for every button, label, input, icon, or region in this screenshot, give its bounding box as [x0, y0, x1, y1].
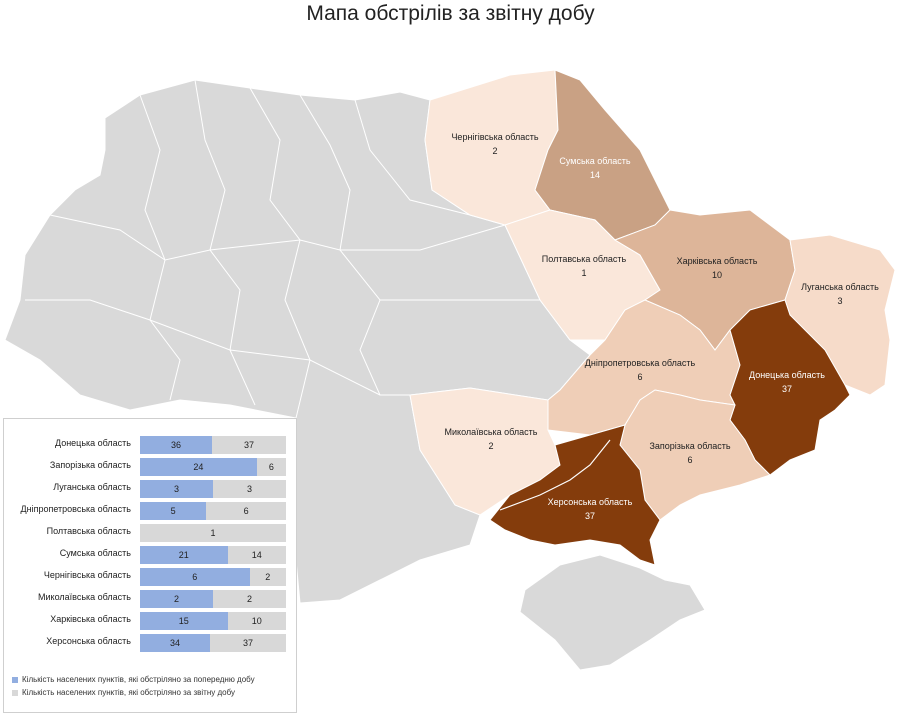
bar-reporting-day: 6	[256, 458, 286, 476]
chart-category-label: Харківська область	[50, 614, 131, 624]
chart-bar-stack: 1	[140, 524, 286, 542]
chart-row: Херсонська область 34 37	[4, 633, 296, 653]
map-region-label: Харківська область	[677, 256, 758, 266]
chart-bar-stack: 21 14	[140, 546, 286, 564]
bar-previous-day: 21	[140, 546, 228, 564]
region-kherson	[489, 424, 661, 566]
map-region-label: Сумська область	[559, 156, 631, 166]
bar-reporting-day: 1	[140, 524, 286, 542]
chart-row: Луганська область 3 3	[4, 479, 296, 499]
bar-chart-panel: Донецька область 36 37 Запорізька область 24…	[3, 418, 297, 713]
bar-previous-day: 5	[140, 502, 207, 520]
chart-category-label: Запорізька область	[49, 460, 131, 470]
map-region-value: 2	[488, 441, 493, 451]
map-region-label: Луганська область	[801, 282, 879, 292]
dnipro-river	[499, 439, 611, 511]
map-region-value: 6	[687, 455, 692, 465]
map-title: Мапа обстрілів за звітну добу	[306, 2, 595, 25]
chart-bar-stack: 36 37	[140, 436, 286, 454]
bar-reporting-day: 2	[249, 568, 286, 586]
chart-bar-stack: 15 10	[140, 612, 286, 630]
bar-previous-day: 2	[140, 590, 213, 608]
map-region-value: 1	[581, 268, 586, 278]
chart-row: Харківська область 15 10	[4, 611, 296, 631]
gray-borders	[25, 79, 540, 419]
map-region-value: 3	[837, 296, 842, 306]
chart-bar-stack: 34 37	[140, 634, 286, 652]
bar-previous-day: 34	[140, 634, 210, 652]
map-region-label: Миколаївська область	[445, 427, 538, 437]
bar-reporting-day: 14	[227, 546, 286, 564]
map-region-label: Запорізька область	[649, 441, 730, 451]
map-region-label: Херсонська область	[548, 497, 633, 507]
chart-category-label: Луганська область	[53, 482, 131, 492]
map-region-value: 37	[782, 384, 792, 394]
legend-label: Кількість населених пунктів, які обстріл…	[22, 675, 255, 684]
chart-category-label: Донецька область	[55, 438, 131, 448]
bar-reporting-day: 3	[213, 480, 286, 498]
map-region-value: 37	[585, 511, 595, 521]
legend-swatch	[12, 676, 18, 683]
chart-row: Дніпропетровська область 5 6	[4, 501, 296, 521]
chart-row: Донецька область 36 37	[4, 435, 296, 455]
map-region-value: 2	[492, 146, 497, 156]
chart-category-label: Миколаївська область	[38, 592, 131, 602]
map-region-value: 6	[637, 372, 642, 382]
legend-item: Кількість населених пунктів, які обстріл…	[12, 688, 235, 697]
chart-row: Сумська область 21 14	[4, 545, 296, 565]
bar-reporting-day: 6	[206, 502, 286, 520]
bar-reporting-day: 10	[227, 612, 286, 630]
map-region-label: Полтавська область	[542, 254, 627, 264]
bar-previous-day: 6	[140, 568, 250, 586]
map-region-label: Дніпропетровська область	[585, 358, 696, 368]
legend-item: Кількість населених пунктів, які обстріл…	[12, 675, 255, 684]
bar-reporting-day: 37	[212, 436, 286, 454]
bar-previous-day: 36	[140, 436, 212, 454]
chart-row: Миколаївська область 2 2	[4, 589, 296, 609]
map-region-value: 10	[712, 270, 722, 280]
chart-row: Запорізька область 24 6	[4, 457, 296, 477]
bar-reporting-day: 2	[213, 590, 286, 608]
chart-category-label: Сумська область	[59, 548, 131, 558]
chart-category-label: Херсонська область	[46, 636, 131, 646]
legend-label: Кількість населених пунктів, які обстріл…	[22, 688, 235, 697]
crimea	[519, 554, 706, 671]
bar-previous-day: 3	[140, 480, 213, 498]
chart-category-label: Полтавська область	[46, 526, 131, 536]
map-region-label: Чернігівська область	[451, 132, 538, 142]
legend-swatch	[12, 689, 18, 696]
chart-category-label: Чернігівська область	[43, 570, 131, 580]
chart-row: Полтавська область 1	[4, 523, 296, 543]
bar-previous-day: 15	[140, 612, 228, 630]
map-labels: Чернігівська область 2 Сумська область 14 По…	[445, 132, 880, 521]
chart-category-label: Дніпропетровська область	[20, 504, 132, 514]
chart-row: Чернігівська область 6 2	[4, 567, 296, 587]
map-region-value: 14	[590, 170, 600, 180]
map-region-label: Донецька область	[749, 370, 825, 380]
bar-previous-day: 24	[140, 458, 257, 476]
bar-reporting-day: 37	[209, 634, 286, 652]
chart-bar-stack: 24 6	[140, 458, 286, 476]
